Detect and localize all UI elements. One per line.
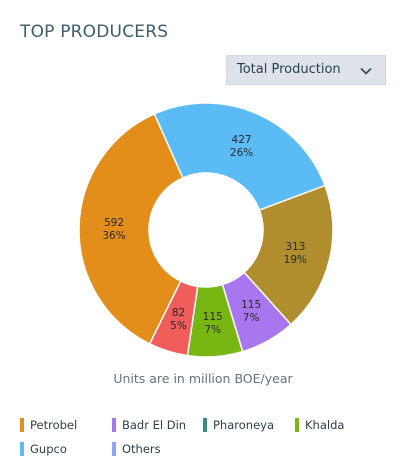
legend-swatch <box>112 418 116 432</box>
slice-percent-label: 36% <box>102 230 125 242</box>
legend-swatch <box>20 418 24 432</box>
legend-label: Badr El Din <box>122 418 187 432</box>
page-title: TOP PRODUCERS <box>20 22 169 42</box>
slice-value-label: 82 <box>172 307 185 319</box>
slice-value-label: 592 <box>104 217 124 229</box>
legend-label: Pharoneya <box>213 418 274 432</box>
slice-pharoneya[interactable] <box>243 184 334 326</box>
slice-percent-label: 7% <box>243 312 260 324</box>
legend-item-petrobel[interactable]: Petrobel <box>20 418 77 432</box>
legend-item-others[interactable]: Others <box>112 442 161 456</box>
legend-item-khalda[interactable]: Khalda <box>295 418 344 432</box>
slice-petrobel[interactable] <box>78 112 184 345</box>
legend-label: Khalda <box>305 418 345 432</box>
legend-label: Petrobel <box>30 418 78 432</box>
legend-label: Gupco <box>30 442 67 456</box>
legend-swatch <box>203 418 207 432</box>
legend-item-pharoneya[interactable]: Pharoneya <box>203 418 274 432</box>
chevron-down-icon <box>360 67 372 75</box>
slice-percent-label: 7% <box>204 324 221 336</box>
dropdown-selected-value: Total Production <box>237 62 341 77</box>
units-note: Units are in million BOE/year <box>113 371 293 386</box>
legend-swatch <box>20 442 24 456</box>
slice-gupco[interactable] <box>153 102 326 212</box>
production-type-dropdown[interactable]: Total Production <box>226 55 386 85</box>
legend-swatch <box>112 442 116 456</box>
slice-percent-label: 26% <box>230 147 253 159</box>
legend-swatch <box>295 418 299 432</box>
slice-value-label: 313 <box>285 241 305 253</box>
legend-item-badr-el-din[interactable]: Badr El Din <box>112 418 186 432</box>
slice-percent-label: 19% <box>284 254 307 266</box>
slice-value-label: 115 <box>241 299 261 311</box>
legend-item-gupco[interactable]: Gupco <box>20 442 67 456</box>
slice-value-label: 427 <box>232 134 252 146</box>
slice-value-label: 115 <box>203 311 223 323</box>
legend-label: Others <box>122 442 161 456</box>
slice-percent-label: 5% <box>170 320 187 332</box>
